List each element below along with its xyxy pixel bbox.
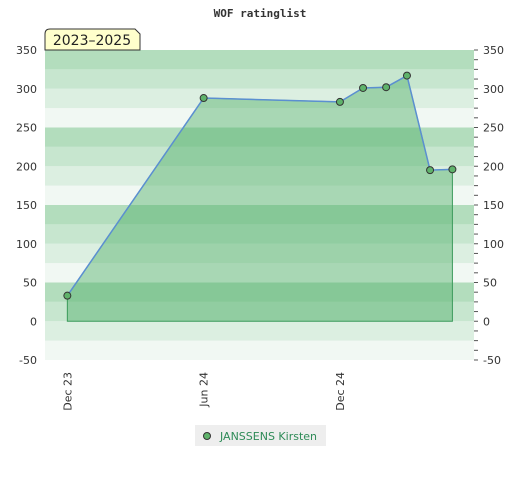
y-tick-label-left: 0 (30, 315, 37, 328)
legend-label: JANSSENS Kirsten (219, 430, 317, 443)
data-point[interactable] (63, 291, 72, 300)
y-tick-label-right: 0 (483, 315, 490, 328)
y-tick-label-left: 350 (16, 44, 37, 57)
background-band (45, 127, 474, 147)
background-band (45, 243, 474, 264)
x-axis: Dec 23 Jun 24 Dec 24 (61, 372, 347, 411)
background-band (45, 205, 474, 225)
y-tick-label-right: 300 (483, 83, 504, 96)
y-tick-label-left: 300 (16, 83, 37, 96)
x-tick-label: Jun 24 (198, 372, 211, 408)
left-y-axis: -50 0 50 100 150 200 250 300 350 (16, 44, 37, 367)
data-point[interactable] (199, 94, 208, 103)
y-tick-label-right: 350 (483, 44, 504, 57)
y-tick-label-right: 100 (483, 238, 504, 251)
y-tick-label-right: 200 (483, 160, 504, 173)
legend-marker (203, 432, 211, 440)
x-tick-label: Dec 24 (334, 372, 347, 411)
data-point[interactable] (335, 97, 344, 106)
background-band (45, 50, 474, 70)
x-tick-label: Dec 23 (61, 372, 74, 411)
y-tick-label-left: 50 (23, 277, 37, 290)
background-bands (45, 50, 474, 360)
chart-title: WOF ratinglist (214, 7, 307, 20)
right-y-axis: -50 0 50 100 150 200 250 300 350 (474, 44, 504, 367)
background-band (45, 282, 474, 302)
data-point[interactable] (359, 83, 368, 92)
background-band (45, 146, 474, 167)
period-badge-label: 2023–2025 (53, 33, 131, 49)
background-band (45, 224, 474, 244)
y-tick-label-left: -50 (19, 354, 37, 367)
series-line (66, 74, 453, 297)
y-tick-label-right: 50 (483, 277, 497, 290)
series-area (63, 71, 457, 322)
background-band (45, 166, 474, 186)
y-tick-label-left: 250 (16, 122, 37, 135)
background-band (45, 185, 474, 205)
data-point[interactable] (426, 166, 435, 175)
background-band (45, 301, 474, 322)
y-tick-label-left: 200 (16, 160, 37, 173)
y-tick-label-right: 250 (483, 122, 504, 135)
period-badge: 2023–2025 (44, 28, 141, 51)
background-band (45, 340, 474, 360)
y-tick-label-left: 100 (16, 238, 37, 251)
data-point[interactable] (402, 71, 411, 80)
background-band (45, 263, 474, 283)
background-band (45, 88, 474, 109)
data-point[interactable] (382, 83, 391, 92)
y-tick-label-left: 150 (16, 199, 37, 212)
background-band (45, 321, 474, 341)
y-tick-label-right: 150 (483, 199, 504, 212)
legend[interactable]: JANSSENS Kirsten (195, 425, 326, 446)
background-band (45, 69, 474, 89)
y-tick-label-right: -50 (483, 354, 501, 367)
background-band (45, 108, 474, 128)
data-point[interactable] (448, 165, 457, 174)
